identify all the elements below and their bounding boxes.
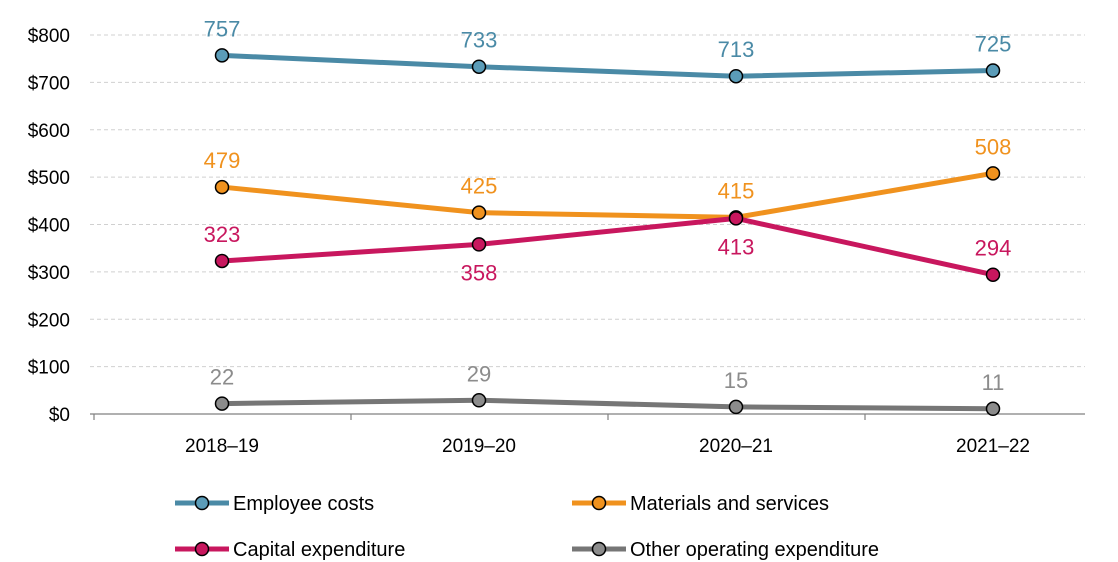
gridlines (90, 34, 1085, 368)
series-line (219, 215, 996, 278)
y-tick-label: $800 (28, 26, 70, 47)
series-line (219, 170, 996, 220)
legend-label: Materials and services (630, 493, 829, 515)
x-tick-label: 2018–19 (185, 436, 259, 457)
data-label: 725 (975, 32, 1012, 57)
y-tick-label: $200 (28, 310, 70, 331)
legend-label: Capital expenditure (233, 539, 405, 561)
data-label: 733 (461, 28, 498, 53)
data-label: 15 (724, 368, 748, 393)
data-label: 713 (718, 37, 755, 62)
data-point (471, 393, 487, 408)
y-tick-label: $700 (28, 73, 70, 94)
x-tick-label: 2019–20 (442, 436, 516, 457)
series-line (219, 397, 996, 412)
data-label: 757 (204, 16, 241, 41)
x-tick-label: 2020–21 (699, 436, 773, 457)
y-tick-label: $500 (28, 168, 70, 189)
legend-item: Capital expenditure (175, 539, 405, 561)
series-lines (214, 48, 1001, 417)
data-point (985, 401, 1001, 417)
legend: Employee costs Materials and services Capi… (175, 493, 879, 561)
data-label: 22 (210, 365, 234, 390)
data-point (985, 267, 1001, 282)
data-label: 358 (461, 260, 498, 285)
data-point (214, 179, 230, 195)
axes: $0 $100 $200 $300 $400 $500 $600 $700 $800 2018–1… (28, 26, 1085, 457)
y-tick-label: $100 (28, 358, 70, 379)
legend-item: Employee costs (175, 493, 374, 515)
y-tick-label: $300 (28, 263, 70, 284)
legend-swatch-marker (194, 541, 210, 557)
data-point (985, 166, 1001, 181)
data-label: 479 (204, 148, 241, 173)
y-tick-label: $600 (28, 121, 70, 142)
legend-label: Employee costs (233, 493, 374, 515)
data-point (728, 211, 744, 226)
x-tick-label: 2021–22 (956, 436, 1030, 457)
data-labels: 757 733 713 725 479 425 415 508 323 358 413 294 22 29… (204, 16, 1012, 394)
legend-swatch-marker (194, 495, 210, 511)
data-label: 508 (975, 134, 1012, 159)
data-point (471, 237, 487, 252)
legend-swatch-marker (591, 495, 607, 511)
data-label: 415 (718, 178, 755, 203)
data-label: 413 (718, 234, 755, 259)
data-label: 323 (204, 222, 241, 247)
data-point (728, 68, 744, 84)
data-point (214, 48, 230, 63)
series-line (219, 52, 996, 79)
legend-item: Materials and services (572, 493, 829, 515)
data-point (214, 396, 230, 411)
data-point (728, 399, 744, 415)
data-label: 11 (982, 370, 1005, 395)
data-point (985, 63, 1001, 78)
y-tick-label: $400 (28, 216, 70, 237)
data-point (471, 59, 487, 74)
legend-item: Other operating expenditure (572, 539, 879, 561)
data-label: 29 (467, 361, 491, 386)
data-label: 425 (461, 174, 498, 199)
data-point (214, 253, 230, 269)
legend-swatch-marker (591, 541, 607, 557)
data-point (471, 205, 487, 220)
data-label: 294 (975, 236, 1012, 261)
y-tick-label: $0 (49, 405, 70, 426)
legend-label: Other operating expenditure (630, 539, 879, 561)
